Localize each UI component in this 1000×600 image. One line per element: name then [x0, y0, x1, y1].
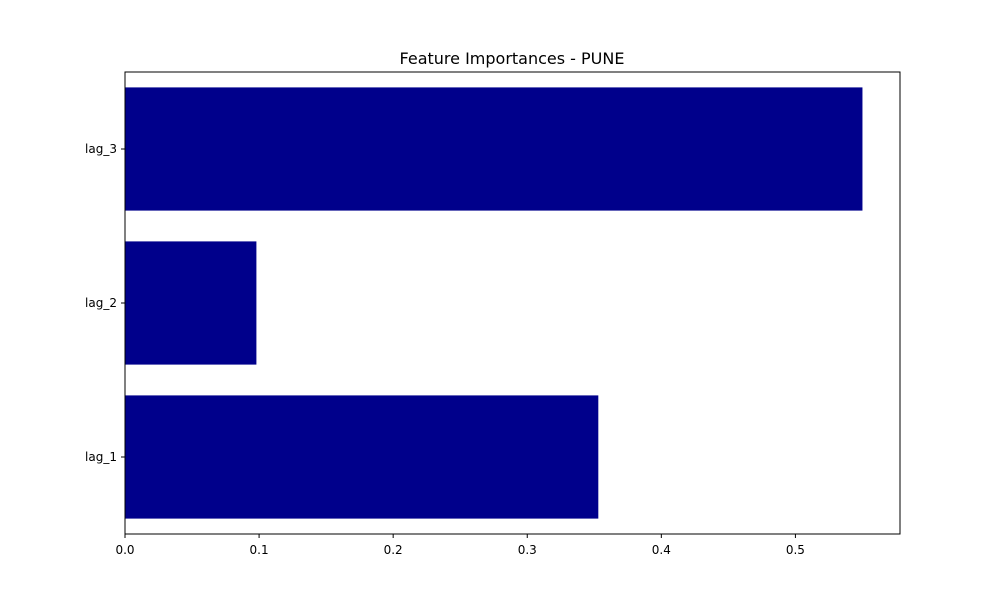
y-axis: lag_1 lag_2 lag_3: [85, 142, 125, 464]
bar-lag_1: [125, 395, 599, 519]
x-tick-label: 0.1: [250, 543, 269, 557]
y-tick-label: lag_2: [85, 296, 117, 310]
x-tick-label: 0.5: [786, 543, 805, 557]
x-tick-label: 0.2: [384, 543, 403, 557]
y-tick-label: lag_1: [85, 450, 117, 464]
x-tick-label: 0.0: [115, 543, 134, 557]
x-tick-label: 0.3: [518, 543, 537, 557]
chart-title: Feature Importances - PUNE: [400, 49, 625, 68]
x-axis: 0.0 0.1 0.2 0.3 0.4 0.5: [115, 534, 805, 557]
bar-lag_2: [125, 241, 257, 365]
x-tick-label: 0.4: [652, 543, 671, 557]
bar-group: [125, 87, 863, 519]
bar-lag_3: [125, 87, 863, 211]
y-tick-label: lag_3: [85, 142, 117, 156]
